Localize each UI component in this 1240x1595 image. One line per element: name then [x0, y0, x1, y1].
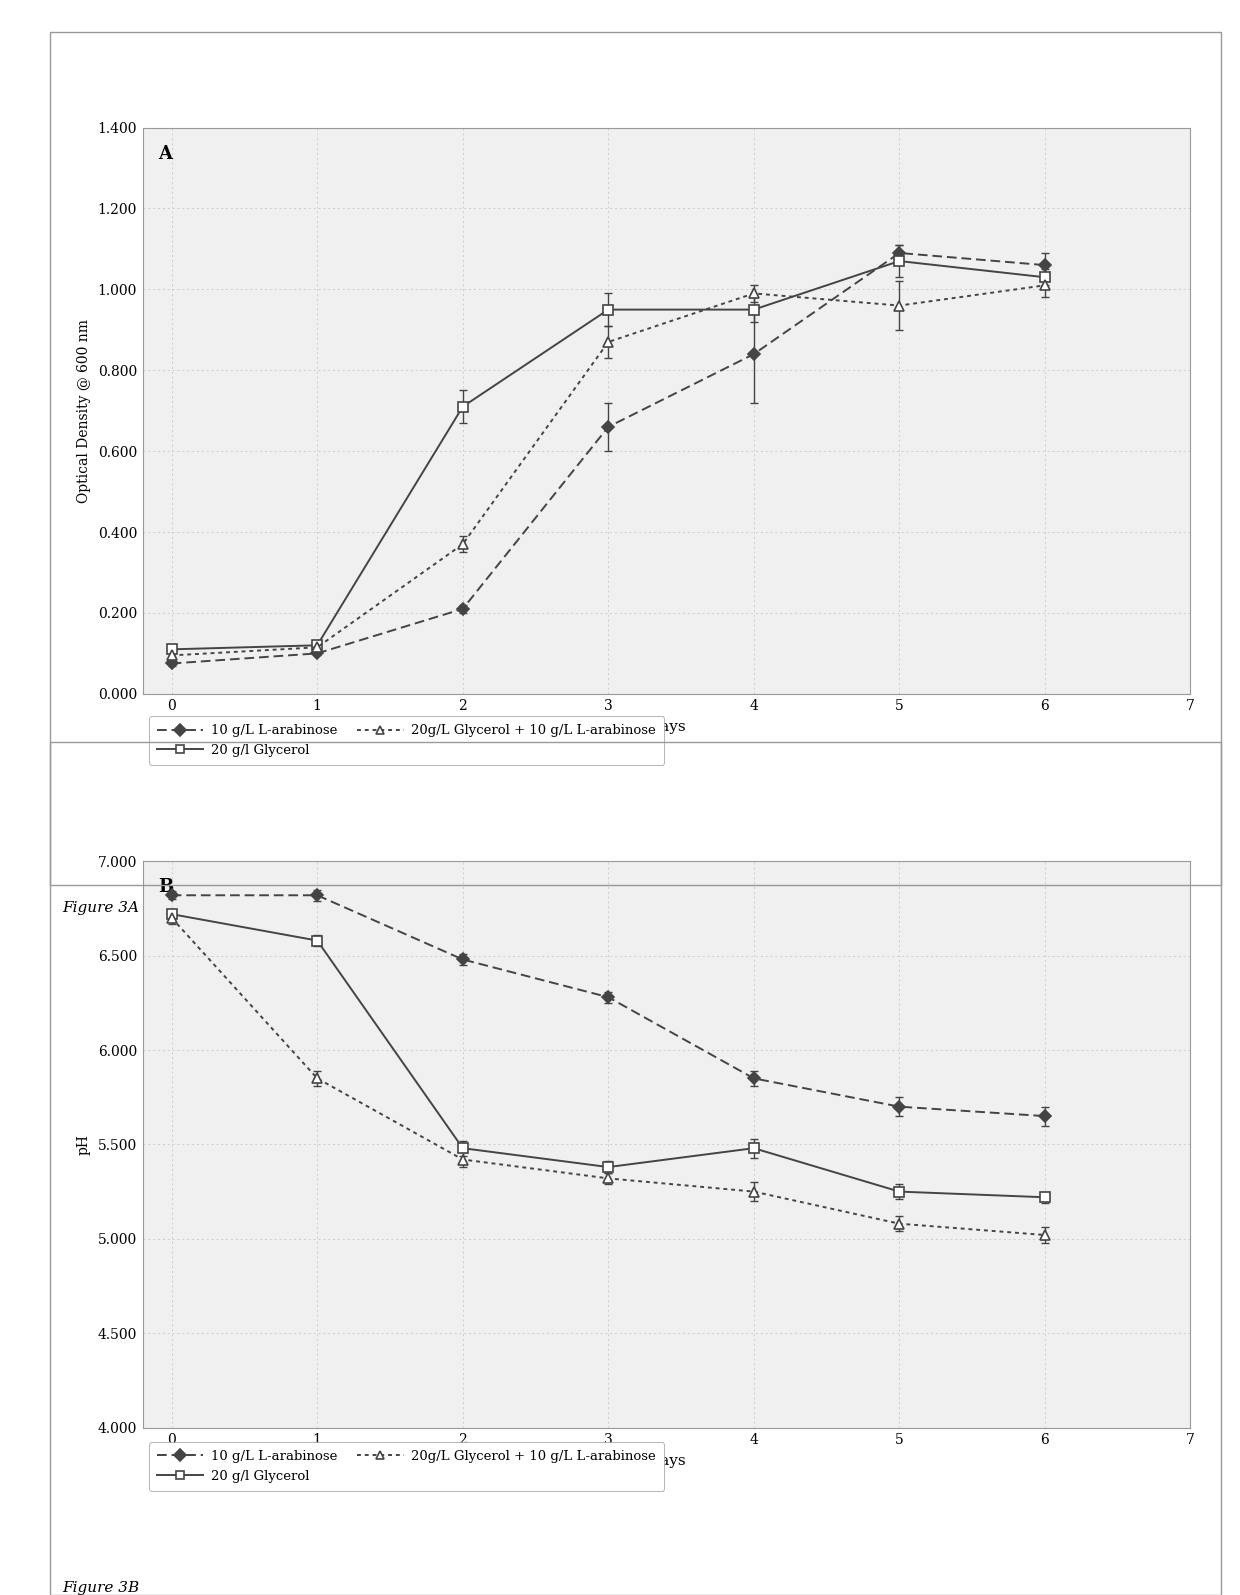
- Text: B: B: [159, 879, 174, 896]
- Text: Figure 3A: Figure 3A: [62, 901, 139, 916]
- Legend: 10 g/L L-arabinose, 20 g/l Glycerol, 20g/L Glycerol + 10 g/L L-arabinose: 10 g/L L-arabinose, 20 g/l Glycerol, 20g…: [149, 716, 665, 766]
- Y-axis label: pH: pH: [77, 1134, 91, 1155]
- X-axis label: Days: Days: [647, 1455, 686, 1467]
- X-axis label: Days: Days: [647, 721, 686, 734]
- Y-axis label: Optical Density @ 600 nm: Optical Density @ 600 nm: [77, 319, 91, 502]
- Text: Figure 3B: Figure 3B: [62, 1581, 139, 1595]
- Text: A: A: [159, 145, 172, 163]
- Legend: 10 g/L L-arabinose, 20 g/l Glycerol, 20g/L Glycerol + 10 g/L L-arabinose: 10 g/L L-arabinose, 20 g/l Glycerol, 20g…: [149, 1442, 665, 1491]
